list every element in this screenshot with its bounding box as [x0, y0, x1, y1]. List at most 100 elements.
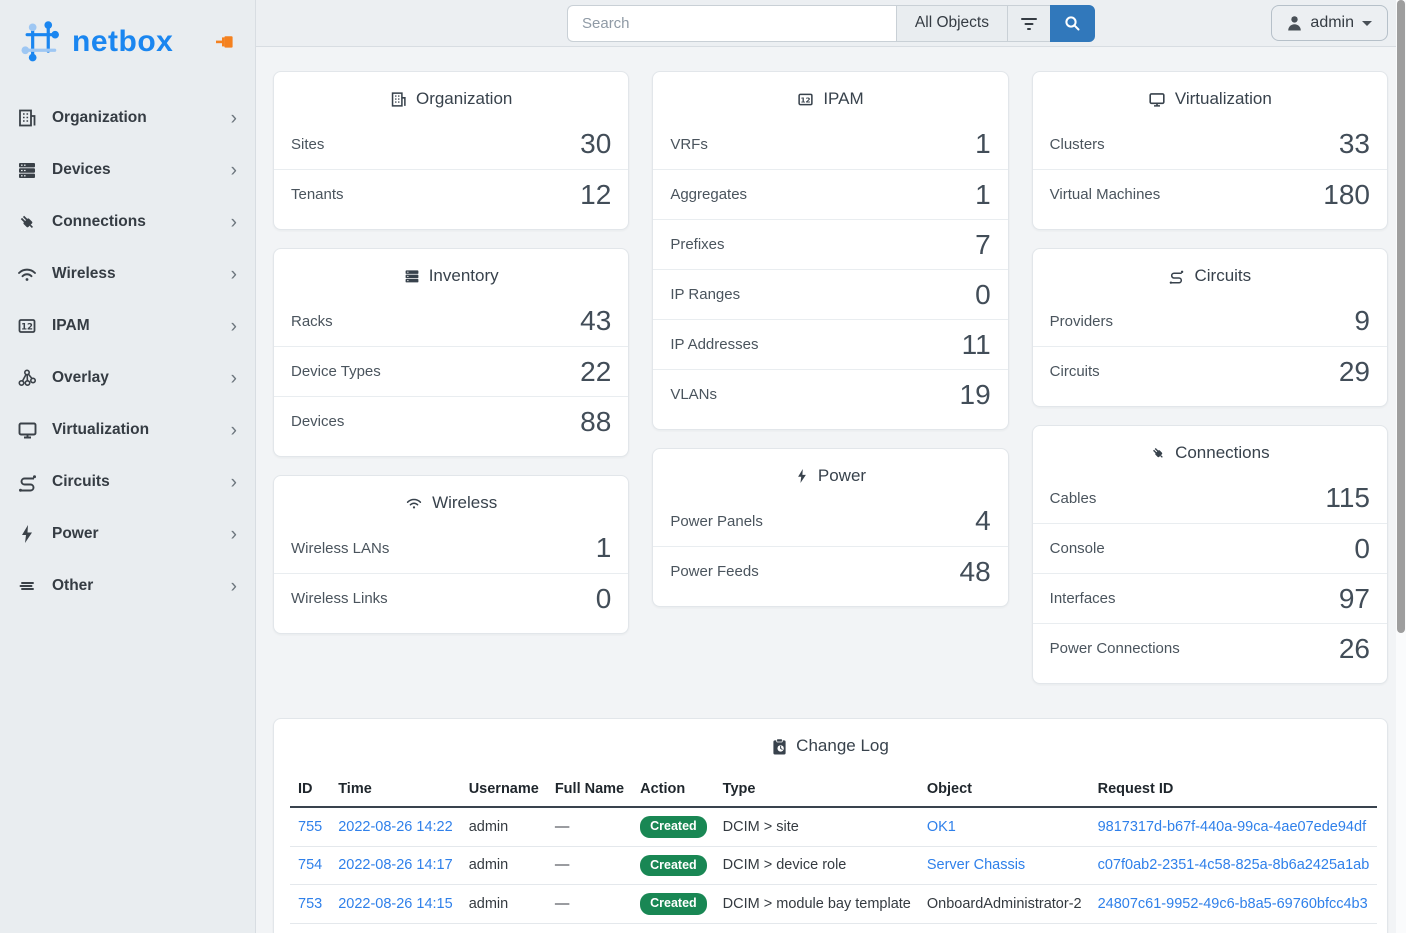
server-rack-icon: [404, 268, 420, 284]
scrollbar-thumb[interactable]: [1397, 0, 1405, 633]
stat-row-vlans[interactable]: VLANs 19: [653, 369, 1008, 419]
sidebar-item-overlay[interactable]: Overlay ›: [0, 352, 255, 404]
col-header-time: Time: [330, 772, 461, 808]
stat-row-tenants[interactable]: Tenants 12: [274, 169, 629, 219]
change-id-link[interactable]: 754: [298, 857, 323, 874]
change-id-link[interactable]: 755: [298, 818, 323, 835]
user-label: admin: [1310, 14, 1354, 31]
stat-row-cables[interactable]: Cables 115: [1049, 482, 1370, 513]
stat-row-wireless-links[interactable]: Wireless Links 0: [274, 573, 629, 623]
stat-cards-grid: Organization Sites 30 Tenants 12: [273, 71, 1388, 684]
change-request-id-link[interactable]: 9817317d-b67f-440a-99ca-4ae07ede94df: [1097, 818, 1367, 835]
change-object-link[interactable]: Server Chassis: [926, 857, 1026, 874]
change-time-link[interactable]: 2022-08-26 14:22: [338, 818, 453, 835]
stat-row-power-feeds[interactable]: Power Feeds 48: [653, 546, 1008, 596]
card-power: Power Power Panels 4 Power Feeds 48: [652, 448, 1009, 607]
stat-row-device-types[interactable]: Device Types 22: [274, 346, 629, 396]
changelog-card: Change Log ID Time Username Full Name Ac: [273, 718, 1388, 933]
building-icon: [16, 107, 38, 129]
change-id-link[interactable]: 753: [298, 895, 323, 912]
chevron-right-icon: ›: [230, 159, 237, 181]
sidebar-item-wireless[interactable]: Wireless ›: [0, 248, 255, 300]
action-badge: Created: [640, 893, 707, 915]
sidebar-item-label: Circuits: [52, 473, 110, 490]
change-time-link[interactable]: 2022-08-26 14:17: [338, 857, 453, 874]
cards-column-3: Virtualization Clusters 33 Virtual Machi…: [1031, 71, 1388, 684]
changelog-title: Change Log: [290, 736, 1371, 756]
sidebar-item-other[interactable]: Other ›: [0, 560, 255, 612]
chevron-right-icon: ›: [230, 471, 237, 493]
card-title-organization: Organization: [274, 89, 628, 109]
col-header-object: Object: [918, 772, 1090, 808]
card-title-circuits: Circuits: [1033, 266, 1387, 286]
card-inventory: Inventory Racks 43 Device Types 22: [273, 248, 630, 457]
change-time-link[interactable]: 2022-08-26 14:15: [338, 895, 453, 912]
stat-row-power-connections[interactable]: Power Connections 26: [1032, 623, 1387, 673]
chevron-right-icon: ›: [230, 523, 237, 545]
stat-row-aggregates[interactable]: Aggregates 1: [653, 169, 1008, 219]
change-request-id-link[interactable]: 24807c61-9952-49c6-b8a5-69760bfcc4b3: [1097, 895, 1368, 912]
netbox-logo-mark-icon: [18, 20, 62, 64]
stat-row-wireless-lans[interactable]: Wireless LANs 1: [291, 532, 612, 563]
stat-row-console[interactable]: Console 0: [1032, 523, 1387, 573]
sidebar-item-power[interactable]: Power ›: [0, 508, 255, 560]
changelog-header-row: ID Time Username Full Name Action Type O…: [290, 772, 1378, 808]
netbox-logo[interactable]: netbox: [18, 20, 173, 64]
sidebar-nav: Organization ›: [0, 92, 255, 612]
stat-row-ip-addresses[interactable]: IP Addresses 11: [653, 319, 1008, 369]
sidebar-item-devices[interactable]: Devices ›: [0, 144, 255, 196]
chevron-right-icon: ›: [230, 419, 237, 441]
stat-row-interfaces[interactable]: Interfaces 97: [1032, 573, 1387, 623]
stat-row-prefixes[interactable]: Prefixes 7: [653, 219, 1008, 269]
card-rows: Power Panels 4 Power Feeds 48: [653, 496, 1008, 596]
network-graph-icon: [16, 367, 38, 389]
change-username: admin: [460, 846, 547, 885]
sidebar-item-label: Other: [52, 577, 94, 594]
sidebar-item-connections[interactable]: Connections ›: [0, 196, 255, 248]
search-input[interactable]: [567, 4, 896, 42]
stat-row-vrfs[interactable]: VRFs 1: [670, 128, 991, 159]
stat-row-power-panels[interactable]: Power Panels 4: [670, 505, 991, 536]
change-full-name: —: [546, 807, 633, 847]
stat-row-racks[interactable]: Racks 43: [291, 305, 612, 336]
card-wireless: Wireless Wireless LANs 1 Wireless Links …: [273, 475, 630, 634]
cards-column-2: 12 IPAM VRFs 1 Aggregates: [652, 71, 1009, 607]
change-request-id-link[interactable]: c07f0ab2-2351-4c58-825a-8b6a2425a1ab: [1097, 857, 1370, 874]
stat-row-clusters[interactable]: Clusters 33: [1049, 128, 1370, 159]
stat-row-virtual-machines[interactable]: Virtual Machines 180: [1032, 169, 1387, 219]
change-object-link[interactable]: OK1: [926, 818, 956, 835]
card-title-ipam: 12 IPAM: [653, 89, 1007, 109]
monitor-icon: [1148, 91, 1166, 108]
stat-row-devices[interactable]: Devices 88: [274, 396, 629, 446]
ip-frame-icon: 12: [16, 315, 38, 337]
card-organization: Organization Sites 30 Tenants 12: [273, 71, 630, 230]
chevron-right-icon: ›: [230, 107, 237, 129]
stat-row-sites[interactable]: Sites 30: [291, 128, 612, 159]
card-rows: VRFs 1 Aggregates 1 Prefixes 7: [653, 119, 1008, 419]
stat-row-providers[interactable]: Providers 9: [1049, 305, 1370, 336]
building-icon: [390, 91, 407, 108]
card-ipam: 12 IPAM VRFs 1 Aggregates: [652, 71, 1009, 430]
sidebar-item-organization[interactable]: Organization ›: [0, 92, 255, 144]
change-full-name: —: [546, 884, 633, 924]
filter-button[interactable]: [1007, 4, 1050, 42]
sidebar-item-label: Connections: [52, 213, 146, 230]
user-menu-button[interactable]: admin: [1271, 5, 1388, 41]
pin-sidebar-icon[interactable]: [216, 34, 235, 50]
changelog-row: 753 2022-08-26 14:15 admin — Created DCI…: [290, 884, 1378, 924]
search-button[interactable]: [1050, 4, 1095, 42]
sidebar-item-ipam[interactable]: 12 IPAM ›: [0, 300, 255, 352]
search-scope-select[interactable]: All Objects: [895, 4, 1007, 42]
chevron-right-icon: ›: [230, 367, 237, 389]
change-type: DCIM > device role: [714, 846, 919, 885]
circuit-path-icon: [16, 471, 38, 493]
change-username: admin: [460, 807, 547, 847]
stat-row-ip-ranges[interactable]: IP Ranges 0: [653, 269, 1008, 319]
page-scrollbar[interactable]: [1396, 0, 1406, 933]
sidebar-item-virtualization[interactable]: Virtualization ›: [0, 404, 255, 456]
wifi-icon: [405, 495, 423, 511]
sidebar-header: netbox: [0, 12, 255, 78]
stat-row-circuits[interactable]: Circuits 29: [1032, 346, 1387, 396]
sidebar-item-circuits[interactable]: Circuits ›: [0, 456, 255, 508]
